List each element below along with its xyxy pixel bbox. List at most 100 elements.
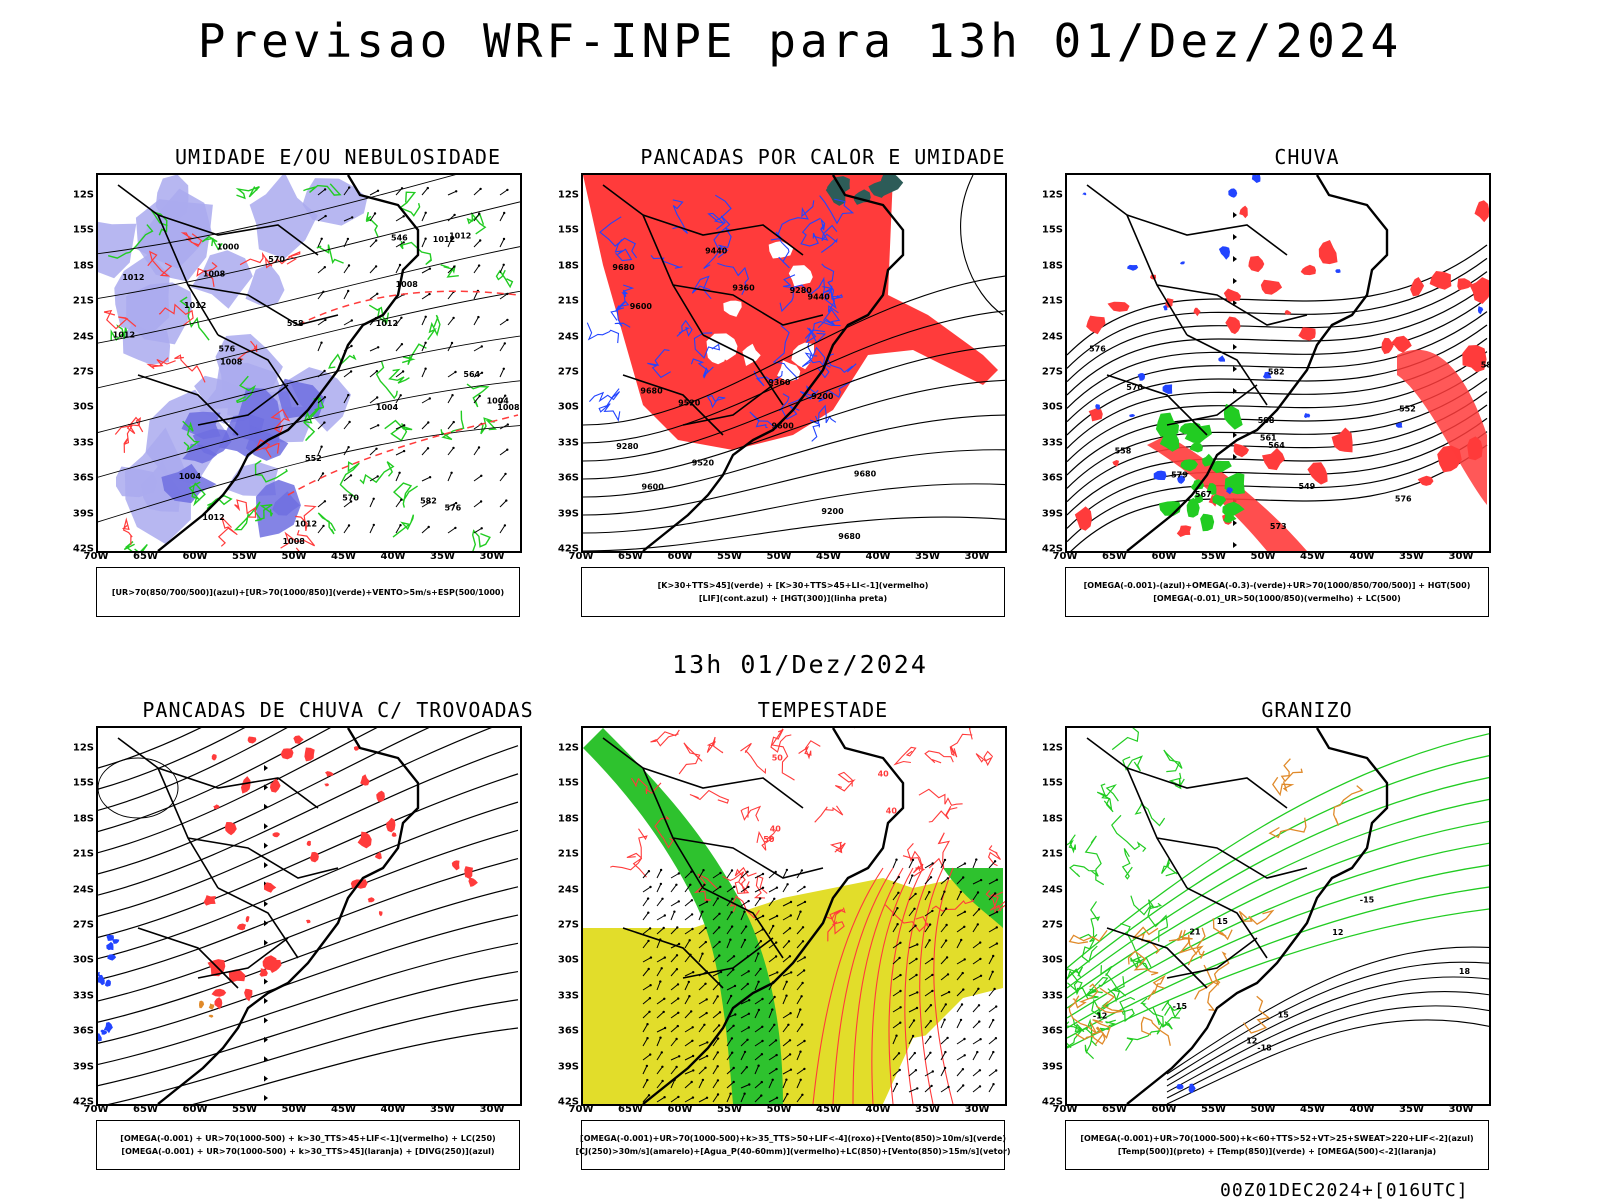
wind-vector-head [647, 912, 649, 914]
wind-vector-head [895, 859, 897, 861]
wind-vector-head [647, 940, 649, 942]
streamline [98, 887, 518, 1022]
wind-vector-head [995, 1069, 997, 1071]
wind-vector-head [688, 981, 690, 983]
lon-tick-label: 35W [1399, 551, 1424, 562]
wind-vector-head [692, 1096, 694, 1098]
temp-850-contour [1164, 750, 1182, 772]
wind-vector-head [427, 187, 429, 189]
wind-vector-head [747, 983, 749, 985]
wind-vector-head [916, 1087, 918, 1089]
state-border [1127, 768, 1287, 808]
wind-vector [344, 447, 349, 455]
precipitable-water-contour [976, 752, 993, 765]
wind-vector-head [748, 970, 750, 972]
wind-vector-head [993, 988, 995, 990]
wind-vector [474, 317, 478, 325]
streamline [98, 728, 518, 853]
contour-label: 1012 [449, 232, 471, 241]
contour-label: 570 [268, 255, 285, 264]
lat-tick-label: 15S [1042, 778, 1063, 789]
contour-label: 1012 [376, 319, 398, 328]
wind-vector-head [399, 524, 401, 526]
wind-vector-head [429, 397, 431, 399]
lat-tick-label: 15S [1042, 225, 1063, 236]
lat-tick-label: 15S [73, 778, 94, 789]
precipitable-water-contour [679, 743, 702, 774]
contour-label: 12 [1246, 1036, 1257, 1045]
wind-vector-head [706, 1097, 708, 1099]
lon-tick-label: 70W [84, 1104, 109, 1115]
wind-vector-head [995, 1037, 997, 1039]
wind-vector-head [690, 1010, 692, 1012]
wind-vector-head [663, 998, 665, 1000]
state-border [138, 928, 238, 988]
lon-tick-label: 55W [717, 1104, 742, 1115]
wind-vector-head [400, 499, 402, 501]
thunderstorm-area [263, 955, 277, 970]
wind-vector-head [960, 939, 962, 941]
thunderstorm-area [468, 878, 478, 887]
rain-red-area [1457, 278, 1473, 290]
lon-tick-label: 45W [331, 551, 356, 562]
wind-vector-head [324, 215, 326, 217]
thunderstorm-area [237, 924, 246, 931]
panel-legend: [OMEGA(-0.001)+UR>70(1000-500)+k>35_TTS>… [581, 1120, 1005, 1170]
wind-vector [448, 528, 455, 533]
wind-vector-head [789, 927, 791, 929]
wind-vector-head [913, 908, 915, 910]
wind-vector-head [789, 1012, 791, 1014]
wind-vector-head [775, 1054, 777, 1056]
lon-tick-label: 40W [1350, 551, 1375, 562]
wind-vector-head [946, 956, 948, 958]
omega-area [1129, 414, 1135, 417]
wind-vector-head [932, 862, 934, 864]
thunderstorm-area [310, 852, 319, 863]
wind-vector-head [801, 982, 803, 984]
streamline-arrow [264, 979, 268, 985]
wind-vector-head [673, 911, 675, 913]
wind-vector-head [994, 892, 996, 894]
contour-label: 567 [1195, 490, 1212, 499]
wind-vector-head [962, 1068, 964, 1070]
rain-band [1397, 350, 1487, 505]
panel-legend: [OMEGA(-0.001)-(azul)+OMEGA(-0.3)-(verde… [1065, 567, 1489, 617]
omega-500-contour [1273, 777, 1292, 794]
wind-vector-head [757, 981, 759, 983]
thickness-contour [115, 426, 132, 453]
wind-vector-head [802, 940, 804, 942]
wind-vector-head [931, 990, 933, 992]
thunderstorm-area [325, 771, 334, 777]
state-border [1157, 838, 1307, 878]
wind-vector-head [650, 956, 652, 958]
wind-vector-head [453, 421, 455, 423]
wind-vector-head [977, 891, 979, 893]
panel-legend: [OMEGA(-0.001)+UR>70(1000-500)+k<60+TTS>… [1065, 1120, 1489, 1170]
lat-tick-label: 21S [558, 296, 579, 307]
rain-red-area [1430, 271, 1452, 290]
wind-vector-head [688, 995, 690, 997]
wind-vector-head [771, 1008, 773, 1010]
wind-vector-head [689, 939, 691, 941]
state-border [1187, 335, 1267, 405]
lat-tick-label: 33S [1042, 437, 1063, 448]
wind-vector-head [786, 981, 788, 983]
lat-tick-label: 12S [1042, 743, 1063, 754]
thunderstorm-area [273, 832, 280, 837]
wind-vector [448, 292, 454, 299]
wind-vector-head [773, 1024, 775, 1026]
panel-title: GRANIZO [1077, 698, 1537, 722]
thunderstorm-area [304, 748, 314, 762]
wind-vector-head [748, 1026, 750, 1028]
wind-vector-head [347, 290, 349, 292]
humidity-high-area [246, 264, 285, 308]
wind-vector-head [977, 988, 979, 990]
lat-tick-label: 18S [558, 260, 579, 271]
rain-red-area [1392, 336, 1412, 353]
precipitable-water-contour [755, 876, 767, 898]
wind-vector-head [790, 1069, 792, 1071]
